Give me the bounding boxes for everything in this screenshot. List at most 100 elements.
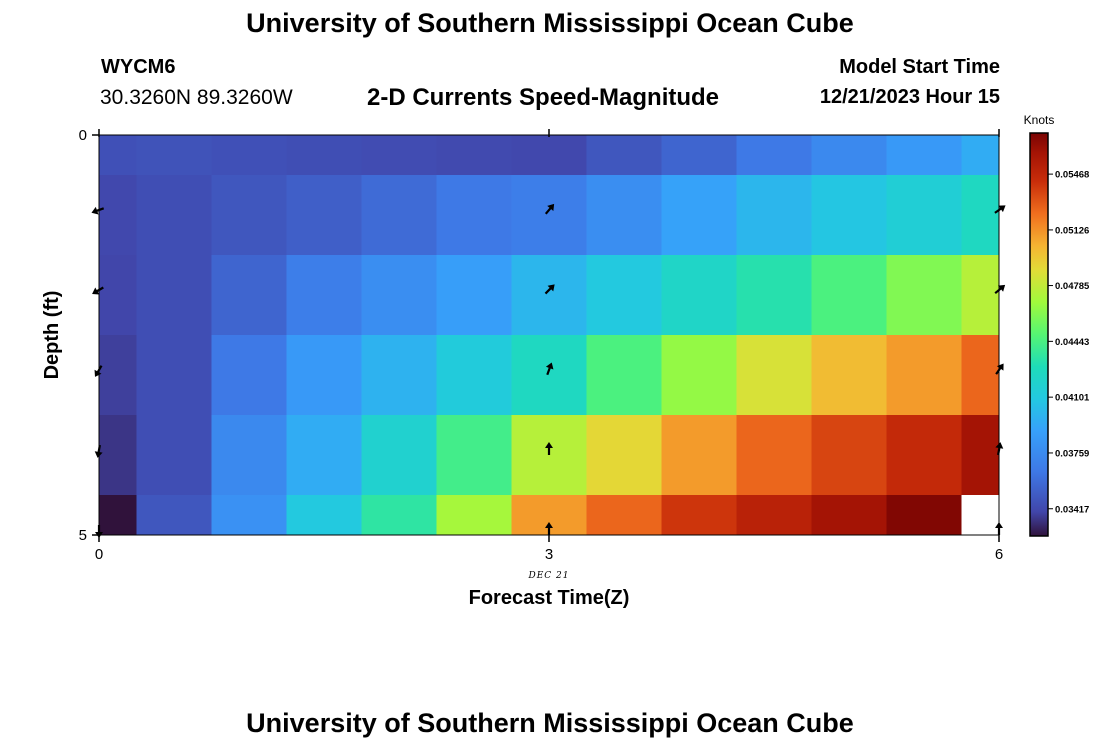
station-coordinates: 30.3260N 89.3260W	[100, 86, 293, 109]
heatmap-cell	[286, 255, 362, 336]
heatmap-cell	[961, 255, 1000, 336]
heatmap-cell	[886, 255, 962, 336]
heatmap-cell	[211, 495, 287, 536]
heatmap-cell	[661, 175, 737, 256]
heatmap-cell	[286, 135, 362, 176]
footer-title: University of Southern Mississippi Ocean…	[246, 708, 854, 738]
heatmap-cell	[961, 175, 1000, 256]
heatmap-cell	[511, 255, 587, 336]
heatmap-cell	[586, 335, 662, 416]
heatmap-cell	[436, 495, 512, 536]
heatmap-cell	[586, 175, 662, 256]
current-arrow	[94, 444, 103, 458]
heatmap-cell	[811, 175, 887, 256]
heatmap-cell	[961, 495, 1000, 536]
heatmap-cell	[661, 415, 737, 496]
model-start-label: Model Start Time	[839, 56, 1000, 78]
heatmap-cell	[811, 335, 887, 416]
current-arrow	[994, 205, 1006, 214]
x-date-label: DEC 21	[528, 571, 570, 581]
heatmap-cell	[361, 255, 437, 336]
current-arrow	[544, 284, 555, 295]
heatmap-cell	[511, 175, 587, 256]
heatmap-cell	[586, 135, 662, 176]
heatmap-cell	[886, 495, 962, 536]
heatmap-cell	[736, 255, 812, 336]
heatmap-cell	[661, 135, 737, 176]
x-tick-label: 6	[995, 546, 1003, 563]
heatmap-cell	[99, 255, 137, 336]
heatmap-cell	[99, 135, 137, 176]
heatmap-cell	[811, 495, 887, 536]
heatmap-cell	[961, 135, 1000, 176]
heatmap-cell	[286, 175, 362, 256]
heatmap-cell	[511, 135, 587, 176]
heatmap-cell	[661, 495, 737, 536]
colorbar-tick-label: 0.04443	[1055, 337, 1089, 348]
heatmap-cell	[211, 135, 287, 176]
heatmap-cell	[736, 495, 812, 536]
current-arrow	[545, 362, 554, 376]
current-arrow	[92, 286, 104, 295]
heatmap-cell	[436, 415, 512, 496]
heatmap-cell	[136, 255, 212, 336]
heatmap-cell	[436, 135, 512, 176]
colorbar	[1029, 132, 1049, 537]
current-arrow	[995, 442, 1004, 456]
heatmap-cell	[586, 495, 662, 536]
heatmap-cell	[811, 135, 887, 176]
heatmap-cell	[511, 335, 587, 416]
heatmap-cell	[99, 175, 137, 256]
current-arrow	[995, 522, 1003, 535]
y-axis-label: Depth (ft)	[41, 291, 63, 380]
heatmap-cell	[136, 415, 212, 496]
heatmap-cell	[586, 255, 662, 336]
heatmap-cell	[211, 335, 287, 416]
heatmap-cell	[286, 495, 362, 536]
heatmap-cell	[811, 415, 887, 496]
colorbar-tick-label: 0.05468	[1055, 170, 1089, 181]
model-start-value: 12/21/2023 Hour 15	[819, 86, 1000, 108]
heatmap-cell	[211, 175, 287, 256]
current-arrow	[544, 203, 555, 215]
x-tick-label: 3	[545, 546, 553, 563]
colorbar-tick-label: 0.04101	[1055, 393, 1090, 404]
heatmap-cell	[99, 335, 137, 416]
colorbar-tick-label: 0.03759	[1055, 448, 1089, 459]
y-tick-label: 5	[79, 527, 87, 544]
heatmap-cell	[736, 175, 812, 256]
heatmap-cell	[361, 415, 437, 496]
heatmap-cell	[436, 335, 512, 416]
x-axis-label: Forecast Time(Z)	[469, 587, 630, 609]
heatmap-cell	[736, 135, 812, 176]
x-tick-label: 0	[95, 546, 103, 563]
heatmap-cell	[286, 335, 362, 416]
heatmap-cell	[361, 335, 437, 416]
colorbar-tick-label: 0.03417	[1055, 504, 1089, 515]
current-arrow	[95, 525, 103, 538]
colorbar-tick-label: 0.05126	[1055, 225, 1089, 236]
current-arrow	[545, 442, 553, 455]
heatmap-cell	[361, 175, 437, 256]
current-arrow	[94, 365, 103, 377]
heatmap-cell	[361, 495, 437, 536]
heatmap-cell	[886, 175, 962, 256]
heatmap-cell	[886, 415, 962, 496]
heatmap-cell	[661, 335, 737, 416]
current-arrow	[91, 206, 105, 215]
heatmap-cells	[99, 135, 1000, 536]
heatmap-cell	[436, 255, 512, 336]
heatmap-cell	[99, 415, 137, 496]
y-tick-label: 0	[79, 127, 87, 144]
current-arrow	[545, 522, 553, 535]
current-arrow	[995, 363, 1004, 375]
heatmap-cell	[886, 135, 962, 176]
heatmap-cell	[436, 175, 512, 256]
colorbar-tick-label: 0.04785	[1055, 281, 1090, 292]
heatmap-cell	[736, 335, 812, 416]
station-id: WYCM6	[101, 56, 176, 78]
heatmap-cell	[811, 255, 887, 336]
heatmap-cell	[661, 255, 737, 336]
colorbar-unit-label: Knots	[1024, 113, 1055, 127]
